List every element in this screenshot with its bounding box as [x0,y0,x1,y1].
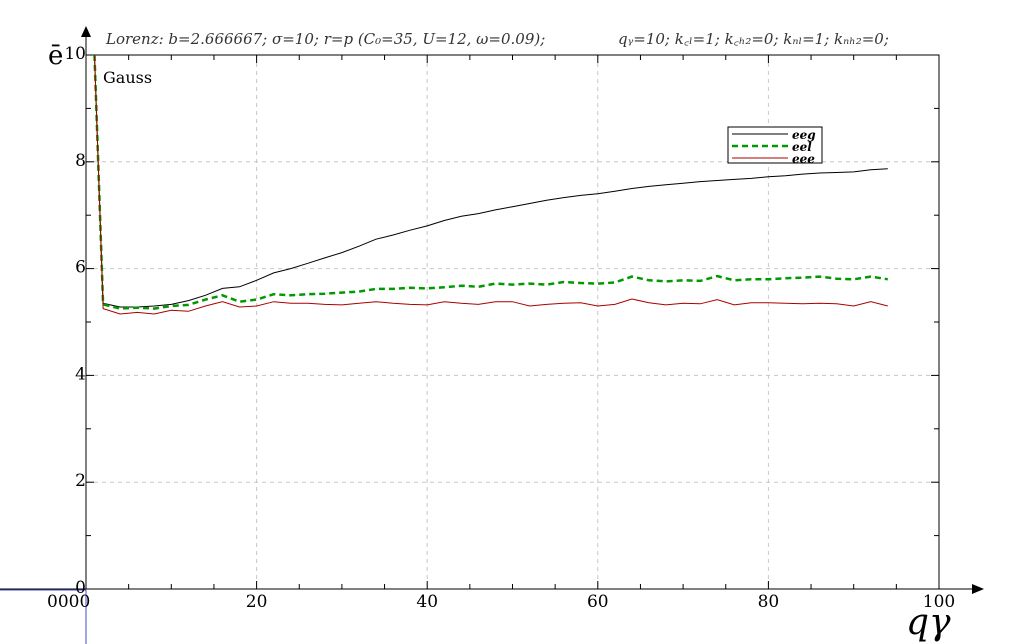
x-tick-label-1: 40 [416,592,438,612]
legend-label-e_eg: eeg [792,128,816,142]
tick-labels: 20 40 60 80 100 0 2 4 6 8 10 [64,44,955,612]
series-line-e_el [93,54,888,310]
x-tick-label-2: 60 [587,592,609,612]
series-line-e_ee [94,54,888,315]
chart-title-right: qᵧ=10; k꜀ₗ=1; k꜀ₕ₂=0; kₙₗ=1; kₙₕ₂=0; [618,30,889,48]
tick-marks [86,55,939,589]
x-tick-label-3: 80 [758,592,780,612]
y-axis-label: ē [48,41,63,71]
annotation-gauss: Gauss [103,68,152,87]
y-tick-label-1: 2 [75,471,86,491]
legend-label-e_el: eel [792,140,812,154]
y-tick-label-2: 4 [75,364,86,384]
x-tick-label-4: 100 [923,592,955,612]
series-line-e_eg [94,54,888,308]
x-tick-label-0: 20 [246,592,268,612]
y-axis-arrow [81,26,91,37]
y-tick-label-5: 10 [64,44,86,64]
axes [0,26,984,644]
chart-title-left: Lorenz: b=2.666667; σ=10; r=p (C₀=35, U=… [105,30,545,48]
x-axis-arrow [972,584,984,594]
y-tick-label-0: 0 [75,578,86,598]
x-origin-label: 0000 [47,592,90,612]
legend-label-e_ee: eee [792,152,815,166]
x-axis-label: qγ [906,602,951,643]
y-tick-label-4: 8 [75,151,86,171]
series-group [93,54,888,315]
y-tick-label-3: 6 [75,258,86,278]
